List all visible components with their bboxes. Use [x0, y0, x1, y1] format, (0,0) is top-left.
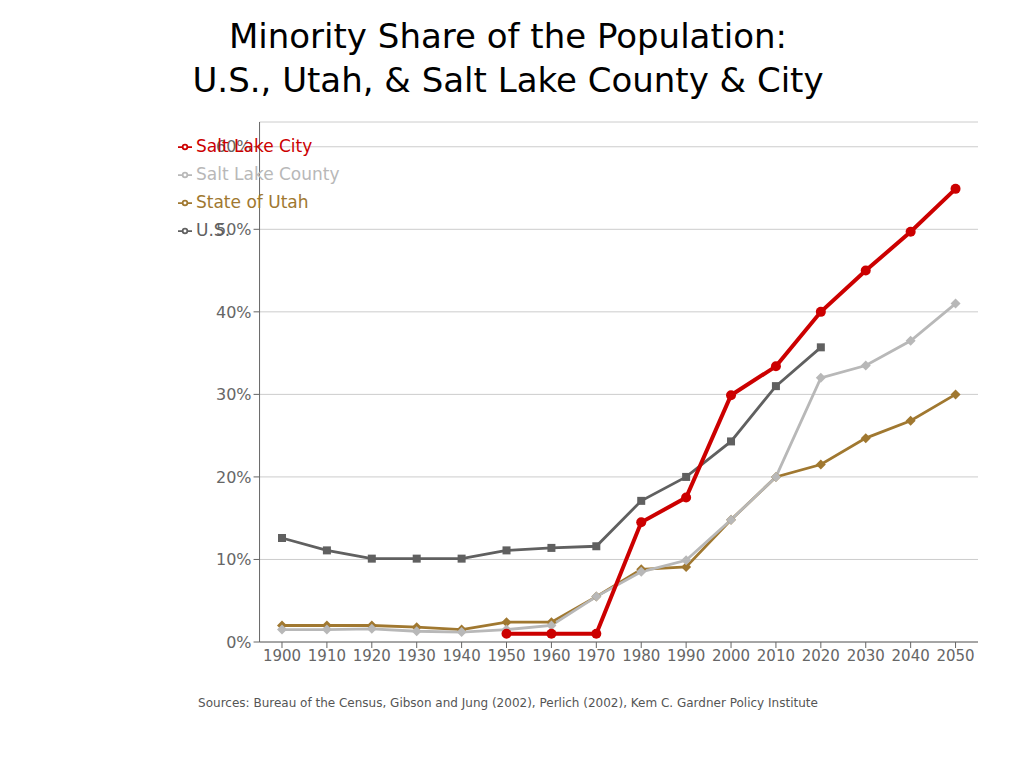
svg-text:60%: 60%: [216, 137, 252, 156]
svg-text:1990: 1990: [667, 647, 705, 665]
svg-text:30%: 30%: [216, 385, 252, 404]
svg-text:2040: 2040: [892, 647, 930, 665]
svg-text:50%: 50%: [216, 220, 252, 239]
svg-text:2000: 2000: [712, 647, 750, 665]
svg-text:1980: 1980: [622, 647, 660, 665]
svg-text:40%: 40%: [216, 303, 252, 322]
svg-text:1960: 1960: [532, 647, 570, 665]
svg-text:1920: 1920: [353, 647, 391, 665]
svg-text:1900: 1900: [263, 647, 301, 665]
svg-text:0%: 0%: [226, 633, 251, 652]
svg-text:2020: 2020: [802, 647, 840, 665]
svg-text:10%: 10%: [216, 550, 252, 569]
svg-text:1970: 1970: [577, 647, 615, 665]
svg-text:2010: 2010: [757, 647, 795, 665]
svg-text:2030: 2030: [847, 647, 885, 665]
svg-text:1930: 1930: [398, 647, 436, 665]
svg-text:2050: 2050: [936, 647, 974, 665]
svg-text:1910: 1910: [308, 647, 346, 665]
svg-text:1950: 1950: [487, 647, 525, 665]
svg-text:1940: 1940: [443, 647, 481, 665]
svg-text:20%: 20%: [216, 468, 252, 487]
